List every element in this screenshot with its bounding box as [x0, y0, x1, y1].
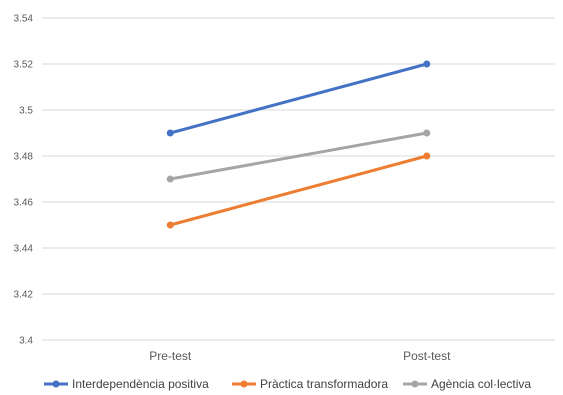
y-axis-ticks: 3.4 3.42 3.44 3.46 3.48 3.5 3.52 3.54	[14, 14, 34, 347]
series-lines	[166, 60, 431, 229]
y-tick-label: 3.44	[14, 244, 34, 255]
y-tick-label: 3.52	[14, 60, 34, 71]
x-tick-label: Post-test	[403, 349, 451, 363]
legend: Interdependència positiva Pràctica transf…	[44, 377, 531, 391]
data-point	[423, 152, 431, 160]
y-tick-label: 3.46	[14, 198, 34, 209]
series-line-1	[168, 154, 429, 227]
y-tick-label: 3.42	[14, 290, 34, 301]
legend-label: Interdependència positiva	[72, 377, 209, 391]
legend-marker	[52, 380, 60, 388]
data-point	[166, 221, 174, 229]
x-axis-ticks: Pre-test Post-test	[149, 349, 451, 363]
data-point	[423, 60, 431, 68]
data-point	[166, 175, 174, 183]
x-tick-label: Pre-test	[149, 349, 192, 363]
y-tick-label: 3.4	[19, 336, 33, 347]
legend-label: Agència col·lectiva	[431, 377, 531, 391]
y-tick-label: 3.48	[14, 152, 34, 163]
legend-marker	[240, 380, 248, 388]
data-point	[166, 129, 174, 137]
gridlines	[42, 17, 555, 341]
y-tick-label: 3.54	[14, 14, 34, 25]
series-line-2	[168, 131, 429, 181]
y-tick-label: 3.5	[19, 106, 33, 117]
data-point	[423, 129, 431, 137]
series-line-0	[168, 62, 429, 135]
legend-label: Pràctica transformadora	[260, 377, 388, 391]
legend-marker	[411, 380, 419, 388]
